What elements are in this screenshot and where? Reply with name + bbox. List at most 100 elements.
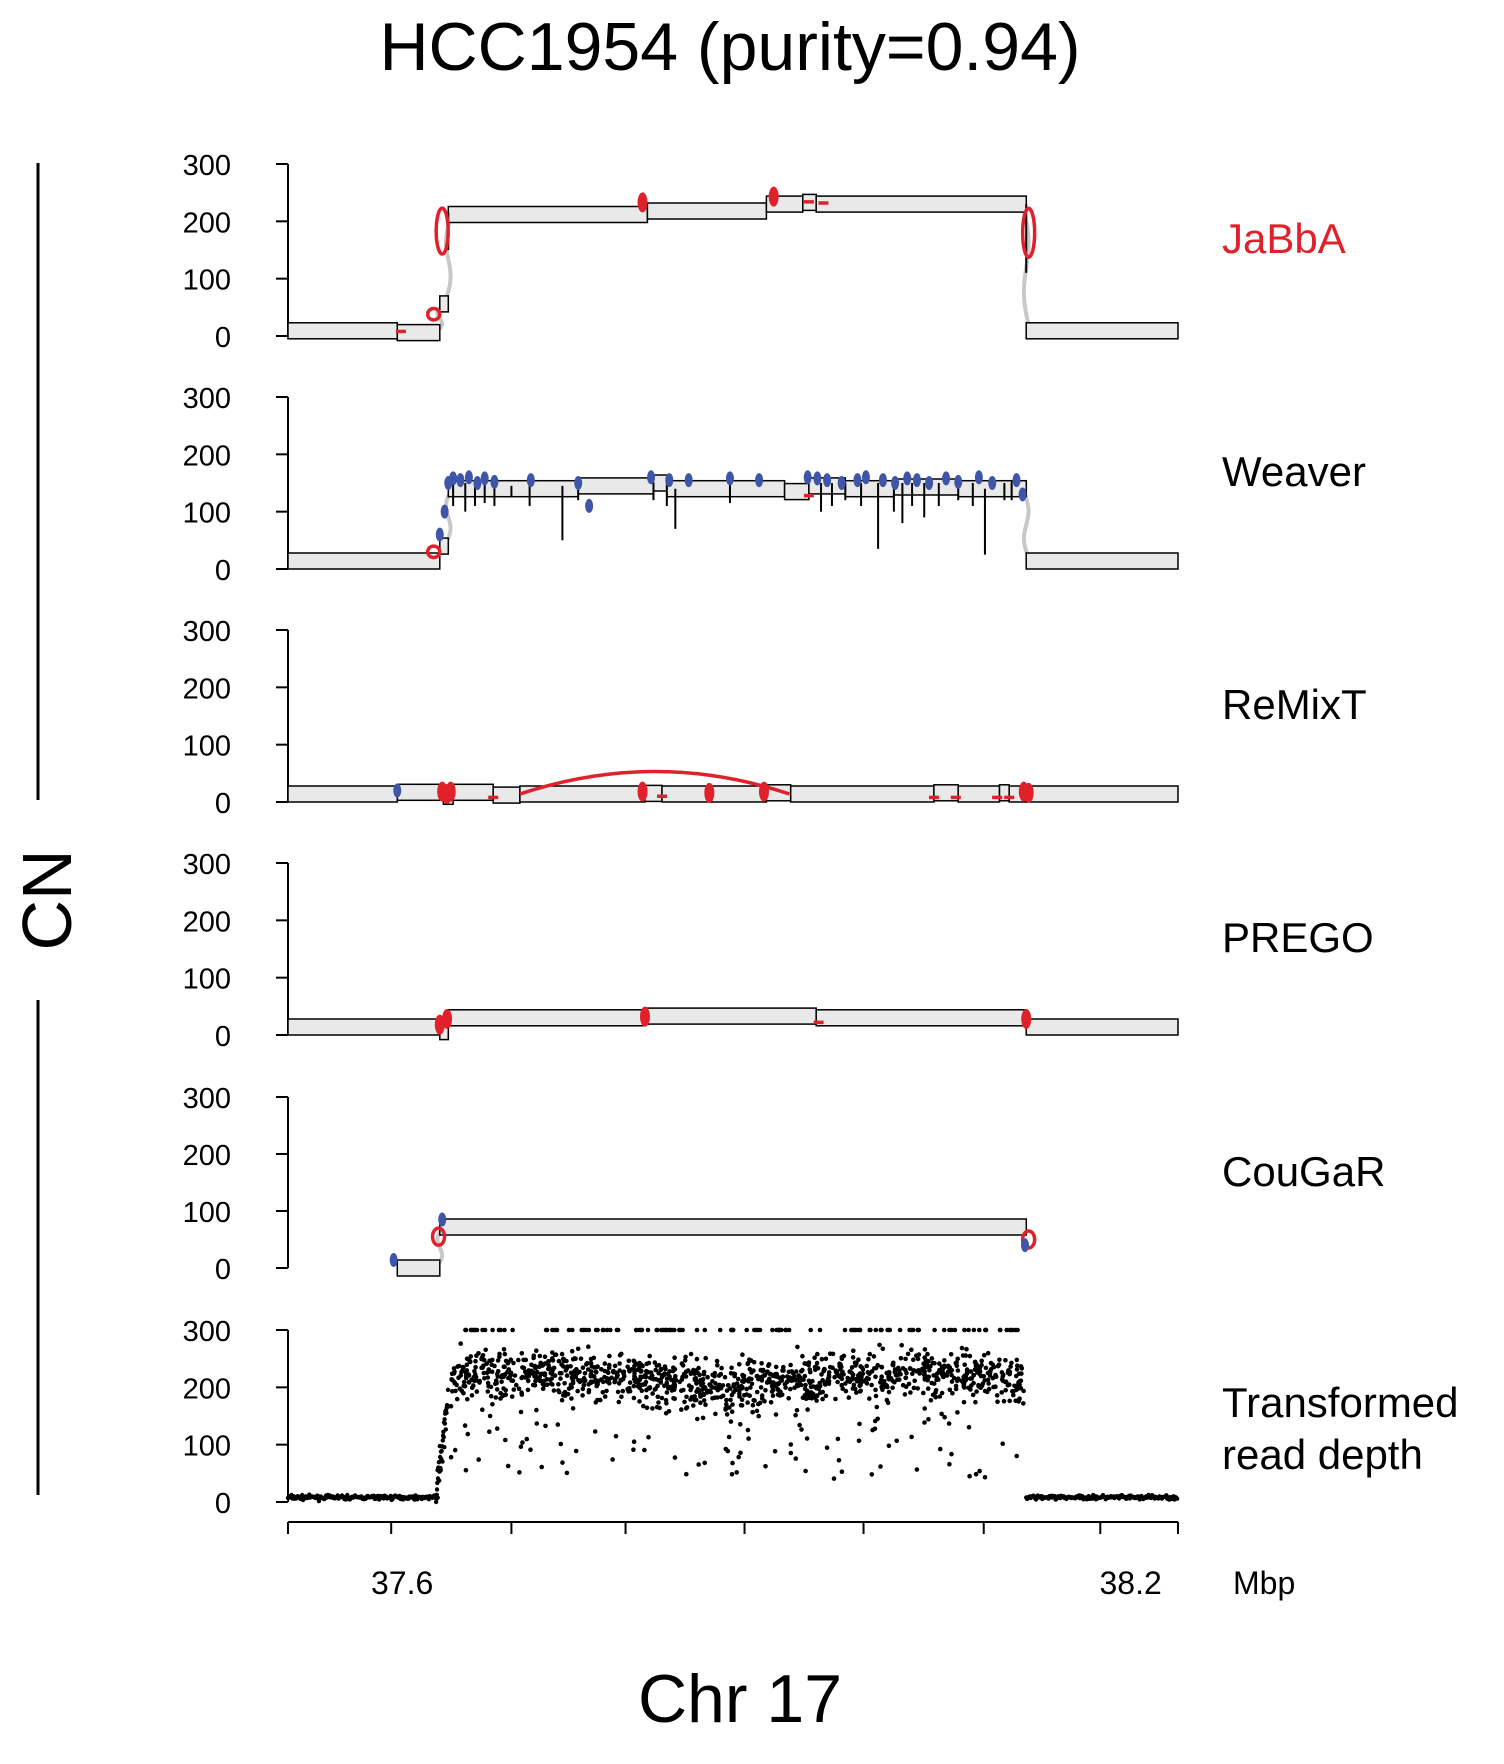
point <box>902 1392 908 1397</box>
point <box>812 1355 817 1360</box>
point <box>951 1375 957 1381</box>
point <box>996 1362 1002 1367</box>
point <box>960 1353 966 1358</box>
point <box>506 1359 511 1365</box>
point <box>638 1327 644 1333</box>
point <box>501 1386 506 1391</box>
point <box>559 1397 565 1403</box>
point <box>575 1388 580 1394</box>
point <box>752 1327 757 1333</box>
point <box>723 1446 729 1452</box>
point <box>595 1327 600 1333</box>
point <box>694 1389 700 1394</box>
point <box>964 1367 970 1372</box>
point <box>824 1445 830 1450</box>
junction-arc <box>519 769 791 796</box>
point <box>794 1408 800 1413</box>
point <box>524 1436 530 1442</box>
point <box>481 1363 486 1368</box>
point <box>588 1379 594 1385</box>
point <box>834 1371 840 1376</box>
point <box>599 1367 604 1372</box>
point <box>850 1386 856 1391</box>
point <box>758 1385 764 1390</box>
point <box>542 1372 548 1378</box>
point <box>577 1369 582 1375</box>
junction-blue-dot <box>585 498 594 513</box>
point <box>680 1374 685 1380</box>
point <box>856 1357 861 1362</box>
point <box>903 1375 908 1381</box>
point <box>572 1356 577 1361</box>
point <box>672 1455 678 1460</box>
point <box>482 1376 487 1381</box>
point <box>1007 1382 1012 1387</box>
read-depth-points <box>285 1327 1180 1505</box>
point <box>783 1327 789 1333</box>
point <box>817 1380 822 1386</box>
point <box>644 1361 649 1367</box>
point <box>440 1459 445 1464</box>
point <box>469 1377 474 1383</box>
point <box>802 1373 808 1379</box>
point <box>962 1327 967 1333</box>
point <box>688 1351 694 1357</box>
point <box>657 1378 663 1384</box>
point <box>487 1429 492 1434</box>
point <box>750 1409 755 1415</box>
point <box>568 1370 574 1376</box>
point <box>906 1381 912 1387</box>
point <box>627 1369 632 1374</box>
point <box>523 1357 529 1363</box>
point <box>786 1327 792 1333</box>
point <box>854 1379 860 1384</box>
point <box>961 1382 967 1388</box>
point <box>586 1327 592 1333</box>
point <box>645 1327 651 1333</box>
point <box>873 1387 878 1393</box>
point <box>754 1408 760 1414</box>
point <box>468 1354 474 1359</box>
point <box>493 1395 499 1400</box>
junction-blue-dot <box>647 470 656 485</box>
point <box>966 1424 972 1430</box>
cn-segment <box>711 785 768 803</box>
point <box>689 1370 695 1375</box>
point <box>802 1393 808 1398</box>
point <box>632 1367 637 1373</box>
point <box>443 1427 448 1432</box>
point <box>696 1365 701 1371</box>
point <box>659 1373 665 1378</box>
point <box>476 1457 482 1462</box>
point <box>503 1437 508 1443</box>
point <box>767 1371 773 1377</box>
cn-segment <box>815 195 1028 213</box>
point <box>857 1371 863 1376</box>
point <box>473 1358 478 1364</box>
point <box>665 1371 671 1377</box>
point <box>664 1401 669 1406</box>
point <box>463 1327 469 1333</box>
point <box>859 1378 864 1383</box>
point <box>786 1369 792 1375</box>
point <box>631 1395 637 1401</box>
point <box>808 1369 813 1375</box>
point <box>442 1421 448 1426</box>
point <box>473 1364 478 1370</box>
point <box>467 1357 472 1363</box>
point <box>982 1378 987 1383</box>
point <box>971 1327 977 1333</box>
point <box>626 1358 632 1364</box>
point <box>815 1351 820 1357</box>
point <box>498 1390 503 1396</box>
point <box>474 1353 479 1358</box>
junction-dot <box>639 1006 650 1027</box>
point <box>879 1374 884 1379</box>
point <box>803 1382 808 1388</box>
point <box>792 1385 797 1390</box>
point <box>594 1369 599 1375</box>
point <box>544 1377 550 1382</box>
point <box>740 1378 745 1384</box>
point <box>873 1327 879 1333</box>
x-axis: 37.6 38.2 <box>287 1521 1179 1601</box>
